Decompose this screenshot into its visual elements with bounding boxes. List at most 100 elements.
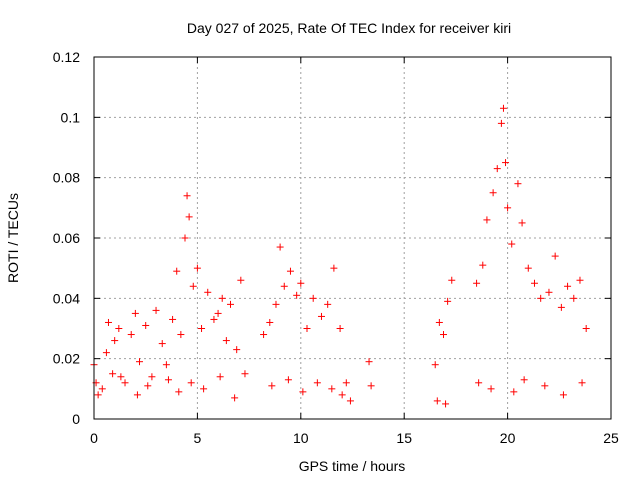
grid-lines [94, 57, 611, 419]
data-point [448, 276, 456, 284]
data-point [346, 397, 354, 405]
data-point [330, 264, 338, 272]
x-axis-label: GPS time / hours [299, 458, 406, 474]
data-point [173, 267, 181, 275]
plot-frame [93, 56, 612, 420]
data-point [185, 213, 193, 221]
data-point [578, 379, 586, 387]
data-point [313, 379, 321, 387]
data-point [148, 373, 156, 381]
data-point [214, 309, 222, 317]
x-tick-label: 15 [396, 430, 412, 446]
data-point [111, 337, 119, 345]
data-point [431, 361, 439, 369]
data-point [483, 216, 491, 224]
data-point [241, 370, 249, 378]
data-point [317, 312, 325, 320]
data-point [338, 391, 346, 399]
data-point [297, 279, 305, 287]
data-point [510, 388, 518, 396]
data-point [169, 315, 177, 323]
data-point [493, 165, 501, 173]
data-point [342, 379, 350, 387]
data-point [158, 340, 166, 348]
y-axis-label: ROTI / TECUs [5, 193, 21, 283]
data-point [444, 297, 452, 305]
data-point [557, 303, 565, 311]
data-point [286, 267, 294, 275]
data-point [324, 300, 332, 308]
data-point [102, 349, 110, 357]
x-tick-label: 25 [603, 430, 619, 446]
data-point [133, 391, 141, 399]
data-point [280, 282, 288, 290]
data-point [142, 321, 150, 329]
data-point [502, 159, 510, 167]
data-point [183, 192, 191, 200]
y-tick-label: 0.06 [53, 230, 80, 246]
data-point [218, 294, 226, 302]
data-point [94, 391, 102, 399]
data-point [268, 382, 276, 390]
axis-ticks: 0 5 10 15 20 25 0 0.02 0.04 0.06 0.08 0.1 0.12 [53, 49, 619, 446]
data-point [570, 294, 578, 302]
y-tick-label: 0.08 [53, 170, 80, 186]
data-point [233, 346, 241, 354]
data-point [433, 397, 441, 405]
data-point [127, 331, 135, 339]
data-point [582, 325, 590, 332]
data-point [551, 252, 559, 260]
data-point [559, 391, 567, 399]
data-point [479, 261, 487, 269]
data-point [231, 394, 239, 402]
chart-title: Day 027 of 2025, Rate Of TEC Index for r… [187, 20, 511, 36]
data-point [504, 204, 512, 212]
data-point [520, 376, 528, 384]
data-point [518, 219, 526, 227]
data-point [177, 331, 185, 339]
data-point [109, 370, 117, 378]
data-point [104, 318, 112, 326]
data-point [508, 240, 516, 248]
data-point [189, 282, 197, 290]
data-point [365, 358, 373, 366]
data-point [303, 325, 311, 332]
data-point [497, 119, 505, 127]
data-point [489, 189, 497, 197]
data-point [276, 243, 284, 251]
data-point [135, 358, 143, 366]
data-point [162, 361, 170, 369]
data-point [541, 382, 549, 390]
data-points [90, 104, 590, 408]
data-point [210, 315, 218, 323]
data-point [193, 264, 201, 272]
data-point [175, 388, 183, 396]
data-point [222, 337, 230, 345]
data-point [576, 276, 584, 284]
data-point [514, 180, 522, 188]
data-point [499, 104, 507, 112]
x-tick-label: 0 [90, 430, 98, 446]
x-tick-label: 20 [500, 430, 516, 446]
data-point [181, 234, 189, 242]
data-point [367, 382, 375, 390]
data-point [524, 264, 532, 272]
data-point [439, 331, 447, 339]
data-point [293, 291, 301, 299]
data-point [272, 300, 280, 308]
y-tick-label: 0.02 [53, 351, 80, 367]
data-point [336, 325, 344, 332]
y-tick-label: 0.12 [53, 49, 80, 65]
y-tick-label: 0.1 [61, 109, 81, 125]
data-point [204, 288, 212, 296]
x-tick-label: 10 [293, 430, 309, 446]
data-point [237, 276, 245, 284]
data-point [299, 388, 307, 396]
data-point [226, 300, 234, 308]
y-tick-label: 0.04 [53, 290, 80, 306]
y-tick-label: 0 [72, 411, 80, 427]
data-point [187, 379, 195, 387]
data-point [473, 279, 481, 287]
data-point [284, 376, 292, 384]
